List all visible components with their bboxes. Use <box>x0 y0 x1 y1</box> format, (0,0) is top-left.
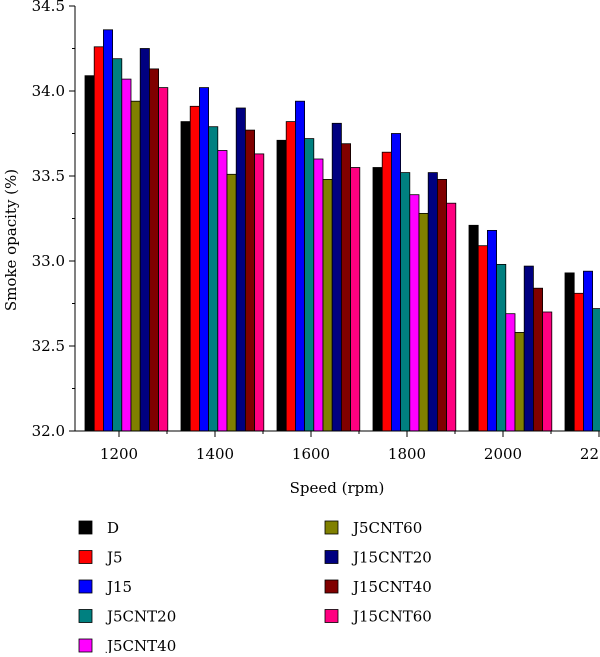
bar-j5-2000 <box>477 245 488 432</box>
bar-j15cnt20-1800 <box>427 172 438 432</box>
legend-swatch <box>78 638 93 653</box>
bar-j15cnt40-1400 <box>244 129 255 432</box>
legend-item: J15CNT40 <box>324 578 432 596</box>
x-tick-label: 2200 <box>580 445 600 463</box>
bar-d-1600 <box>276 139 287 432</box>
bar-j15cnt40-2000 <box>533 287 544 432</box>
legend-label: J15CNT40 <box>351 578 432 596</box>
legend-label: J5 <box>105 549 123 567</box>
y-tick-label: 34.5 <box>32 0 65 15</box>
bar-j5cnt60-1600 <box>322 178 333 432</box>
x-tick-label: 1800 <box>388 445 426 463</box>
bar-d-1400 <box>180 121 191 432</box>
y-tick-label: 32.5 <box>32 337 65 355</box>
bar-j5cnt20-1200 <box>112 58 123 432</box>
legend-item: D <box>78 519 119 537</box>
bar-j15-1600 <box>294 100 305 432</box>
x-ticks-layer: 1200 1400 1600 1800 2000 2200 <box>100 431 600 463</box>
bar-j5cnt20-1800 <box>400 172 411 432</box>
bar-d-2200 <box>564 272 575 432</box>
legend-swatch <box>78 609 93 623</box>
legend-label: J5CNT40 <box>105 637 176 653</box>
legend-label: J15 <box>105 578 132 596</box>
bar-j15cnt40-1200 <box>148 68 159 432</box>
bar-j5cnt40-1400 <box>217 150 228 432</box>
bar-j15cnt60-1600 <box>350 167 361 432</box>
bar-d-2000 <box>468 224 479 432</box>
bar-j5cnt60-1800 <box>418 212 429 432</box>
legend-item: J15CNT60 <box>324 608 432 626</box>
legend-label: J15CNT20 <box>351 549 432 567</box>
legend-swatch <box>324 520 339 535</box>
bar-d-1200 <box>84 75 95 432</box>
bar-j5-1200 <box>93 46 104 432</box>
bar-j15cnt20-1400 <box>235 107 246 432</box>
y-tick-label: 33.0 <box>32 252 65 270</box>
legend-swatch <box>78 579 93 594</box>
bar-d-1800 <box>372 167 383 432</box>
y-ticks-layer: 32.0 32.5 33.0 33.5 34.0 34.5 <box>32 0 75 440</box>
bar-j15-1800 <box>390 133 401 432</box>
bar-j15cnt60-2000 <box>542 311 553 432</box>
bar-j5cnt40-2000 <box>505 313 516 432</box>
legend-swatch <box>78 520 93 535</box>
bar-j5-2200 <box>573 292 584 432</box>
bar-j15-2000 <box>486 229 497 432</box>
legend-swatch <box>78 550 93 564</box>
bar-j15cnt60-1200 <box>158 87 169 432</box>
bar-j5cnt60-1200 <box>130 100 141 432</box>
y-tick-label: 32.0 <box>32 422 65 440</box>
y-tick-label: 34.0 <box>32 82 65 100</box>
legend-swatch <box>324 609 339 623</box>
legend-label: J5CNT60 <box>351 519 422 537</box>
bars-layer <box>84 29 600 432</box>
bar-j15cnt20-1600 <box>331 122 342 432</box>
legend-item: J5CNT20 <box>78 608 176 626</box>
x-tick-label: 2000 <box>484 445 522 463</box>
legend-item: J15CNT20 <box>324 549 432 567</box>
legend-item: J5CNT60 <box>324 519 422 537</box>
legend-label: J5CNT20 <box>105 608 176 626</box>
bar-j15cnt60-1800 <box>446 202 457 432</box>
bar-j15cnt40-1800 <box>436 178 447 432</box>
x-axis-title: Speed (rpm) <box>290 479 385 497</box>
y-tick-label: 33.5 <box>32 167 65 185</box>
bar-j15cnt60-1400 <box>254 153 265 432</box>
bar-j15-1400 <box>198 87 209 432</box>
bar-j5cnt40-1200 <box>121 78 132 432</box>
bar-j5cnt20-1600 <box>304 138 315 432</box>
legend: D J5 J15 J5CNT20 J5CNT40 J5CNT60 J15CNT20 J15CN… <box>78 519 432 655</box>
bar-j15cnt40-1600 <box>340 143 351 432</box>
y-axis-title: Smoke opacity (%) <box>2 169 20 311</box>
bar-j5-1600 <box>285 121 296 432</box>
bar-j5-1400 <box>189 105 200 432</box>
bar-j15-1200 <box>103 29 114 432</box>
bar-j5cnt20-2200 <box>592 308 600 432</box>
bar-j5cnt20-2000 <box>496 263 507 432</box>
bar-j15cnt20-1200 <box>139 48 150 432</box>
bar-j5cnt40-1600 <box>313 158 324 432</box>
bar-j5cnt20-1400 <box>208 126 219 432</box>
x-tick-label: 1600 <box>292 445 330 463</box>
bar-j5cnt40-1800 <box>409 194 420 432</box>
legend-item: J15 <box>78 578 132 596</box>
legend-item: J5CNT40 <box>78 637 176 655</box>
x-tick-label: 1200 <box>100 445 138 463</box>
legend-label: J15CNT60 <box>351 608 432 626</box>
bar-j5cnt60-2000 <box>514 331 525 432</box>
bar-j15cnt20-2000 <box>523 265 534 432</box>
legend-swatch <box>324 550 339 564</box>
legend-label: D <box>107 519 119 537</box>
bar-j15-2200 <box>583 270 594 432</box>
legend-item: J5 <box>78 549 123 567</box>
x-tick-label: 1400 <box>196 445 234 463</box>
legend-swatch <box>324 579 339 594</box>
bar-j5-1800 <box>381 151 392 432</box>
bar-j5cnt60-1400 <box>226 173 237 432</box>
